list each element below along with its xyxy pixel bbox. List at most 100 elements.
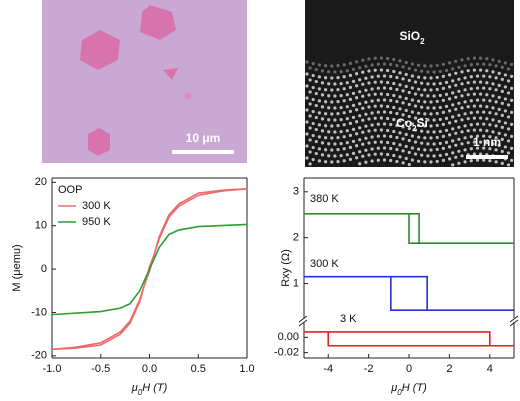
lattice-dot [336, 64, 340, 68]
lattice-dot [373, 152, 377, 156]
lattice-dot [510, 146, 514, 150]
lattice-dot [401, 77, 405, 81]
lattice-dot [423, 88, 427, 92]
lattice-dot [472, 140, 476, 144]
lattice-dot [308, 78, 312, 82]
lattice-dot [339, 70, 343, 74]
lattice-dot [361, 130, 365, 134]
lattice-dot [314, 103, 318, 108]
lattice-dot [410, 122, 414, 126]
lattice-dot [451, 163, 455, 167]
lattice-dot [448, 85, 452, 89]
lattice-dot [497, 131, 501, 135]
lattice-dot [327, 130, 331, 134]
lattice-dot [469, 75, 473, 79]
lattice-dot [435, 75, 439, 80]
lattice-dot [386, 140, 390, 145]
lattice-dot [475, 134, 480, 138]
lattice-dot [479, 80, 483, 84]
lattice-dot [410, 134, 414, 138]
lattice-dot [488, 135, 492, 139]
lattice-dot [333, 142, 337, 146]
lattice-dot [448, 157, 452, 161]
lattice-dot [479, 128, 483, 132]
lattice-dot [389, 62, 393, 67]
lattice-dot [510, 158, 514, 162]
lattice-dot [463, 148, 467, 152]
lattice-dot [510, 74, 514, 78]
lattice-dot [330, 64, 334, 68]
lattice-dot [435, 159, 439, 164]
lattice-dot [389, 86, 393, 91]
lattice-dot [426, 118, 430, 122]
lattice-dot [317, 75, 321, 79]
lattice-dot [506, 127, 511, 131]
lattice-dot [417, 63, 421, 67]
lattice-dot [494, 136, 498, 140]
lattice-dot [438, 105, 442, 110]
lattice-dot [482, 134, 486, 138]
lattice-dot [386, 56, 390, 61]
y-tick-label: 20 [35, 176, 47, 188]
lattice-dot [469, 135, 473, 139]
lattice-dot [379, 128, 383, 132]
lattice-dot [475, 110, 480, 114]
lattice-dot [463, 76, 467, 80]
lattice-dot [413, 104, 418, 108]
lattice-dot [506, 91, 511, 95]
lattice-dot [379, 152, 383, 156]
lattice-dot [370, 147, 374, 151]
lattice-dot [392, 129, 396, 134]
lattice-dot [466, 81, 470, 85]
lattice-dot [413, 92, 418, 96]
lattice-dot [503, 121, 507, 125]
lattice-dot [420, 69, 424, 73]
lattice-dot [475, 62, 480, 66]
lattice-dot [330, 100, 334, 104]
lattice-dot [506, 103, 511, 107]
lattice-dot [435, 147, 439, 152]
tem-image [305, 0, 514, 167]
lattice-dot [392, 69, 396, 74]
lattice-dot [432, 94, 436, 98]
lattice-dot [351, 91, 356, 95]
lattice-dot [351, 139, 356, 143]
lattice-dot [500, 65, 504, 69]
lattice-dot [317, 147, 321, 151]
lattice-dot [314, 115, 318, 120]
lattice-dot [324, 148, 328, 152]
lattice-dot [330, 124, 334, 128]
lattice-dot [361, 106, 365, 110]
lattice-dot [398, 59, 402, 63]
lattice-dot [432, 118, 436, 122]
lattice-dot [438, 129, 442, 134]
lattice-dot [494, 88, 498, 92]
lattice-dot [327, 106, 331, 110]
lattice-dot [463, 112, 467, 116]
lattice-dot [413, 152, 418, 156]
y-tick-label: 1 [293, 277, 299, 289]
lattice-dot [506, 67, 511, 71]
lattice-dot [367, 57, 371, 61]
lattice-dot [466, 105, 470, 109]
x-tick-label: 4 [487, 363, 493, 375]
lattice-dot [342, 135, 346, 139]
lattice-dot [485, 117, 489, 121]
lattice-dot [482, 62, 486, 66]
lattice-dot [432, 130, 436, 134]
lattice-dot [355, 120, 359, 124]
lattice-dot [386, 116, 390, 121]
lattice-dot [355, 132, 359, 136]
lattice-dot [432, 82, 436, 86]
lattice-dot [358, 114, 362, 118]
lattice-dot [367, 81, 371, 85]
lattice-dot [429, 148, 433, 152]
lattice-dot [398, 143, 402, 147]
axis-break [298, 315, 519, 327]
lattice-dot [308, 114, 312, 118]
lattice-dot [376, 86, 380, 90]
lattice-dot [311, 109, 315, 114]
lattice-dot [327, 154, 331, 158]
lattice-dot [376, 146, 380, 150]
lattice-dot [420, 153, 424, 157]
